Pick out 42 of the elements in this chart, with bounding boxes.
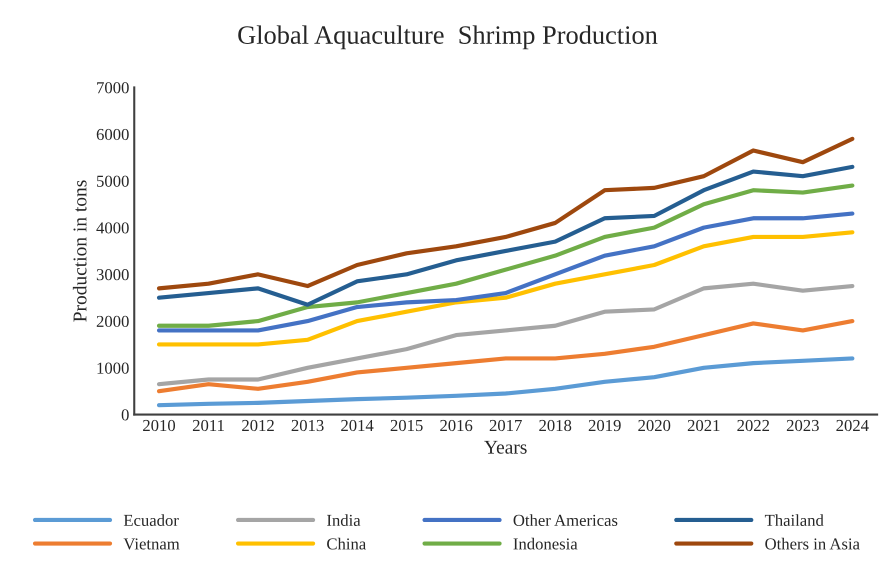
y-tick-label: 2000 (96, 316, 129, 328)
y-tick-label: 6000 (96, 128, 129, 140)
x-tick-label: 2012 (242, 420, 274, 432)
legend-label: Thailand (764, 514, 824, 526)
line-series (156, 230, 854, 347)
line-series (156, 212, 854, 333)
legend-label: India (327, 514, 360, 526)
y-tick-label: 0 (122, 409, 129, 420)
y-tick-label: 1000 (98, 362, 129, 374)
x-axis-title: Years (484, 440, 527, 454)
legend-label: Others in Asia (765, 538, 860, 550)
legend-label: Vietnam (124, 538, 180, 550)
line-series (156, 183, 854, 328)
x-tick-label: 2015 (390, 420, 423, 432)
x-tick-label: 2021 (688, 420, 720, 432)
chart-title: Global Aquaculture Shrimp Production (238, 25, 658, 50)
x-tick-label: 2022 (737, 420, 770, 432)
x-tick-label: 2013 (292, 420, 324, 432)
x-tick-label: 2010 (143, 420, 176, 432)
legend-label: Ecuador (124, 514, 179, 526)
x-tick-label: 2016 (440, 420, 472, 432)
x-tick-label: 2011 (192, 420, 224, 432)
y-tick-label: 3000 (96, 269, 129, 280)
line-series (156, 164, 854, 307)
y-axis-title: Production in tons (72, 180, 87, 322)
x-tick-label: 2019 (588, 420, 621, 432)
y-tick-label: 5000 (97, 176, 129, 187)
x-tick-label: 2018 (539, 420, 572, 432)
line-series (156, 318, 854, 394)
x-tick-label: 2014 (341, 420, 374, 432)
x-tick-label: 2023 (786, 420, 819, 432)
legend-label: Indonesia (513, 538, 578, 550)
line-series (156, 356, 854, 408)
x-tick-label: 2020 (638, 420, 670, 432)
line-series (156, 282, 854, 386)
legend-label: China (327, 538, 366, 550)
y-tick-label: 7000 (97, 82, 129, 94)
x-tick-label: 2024 (836, 420, 869, 432)
y-tick-label: 4000 (96, 222, 129, 234)
legend-label: Other Americas (514, 514, 618, 526)
x-tick-label: 2017 (490, 420, 522, 432)
line-series (156, 136, 854, 290)
